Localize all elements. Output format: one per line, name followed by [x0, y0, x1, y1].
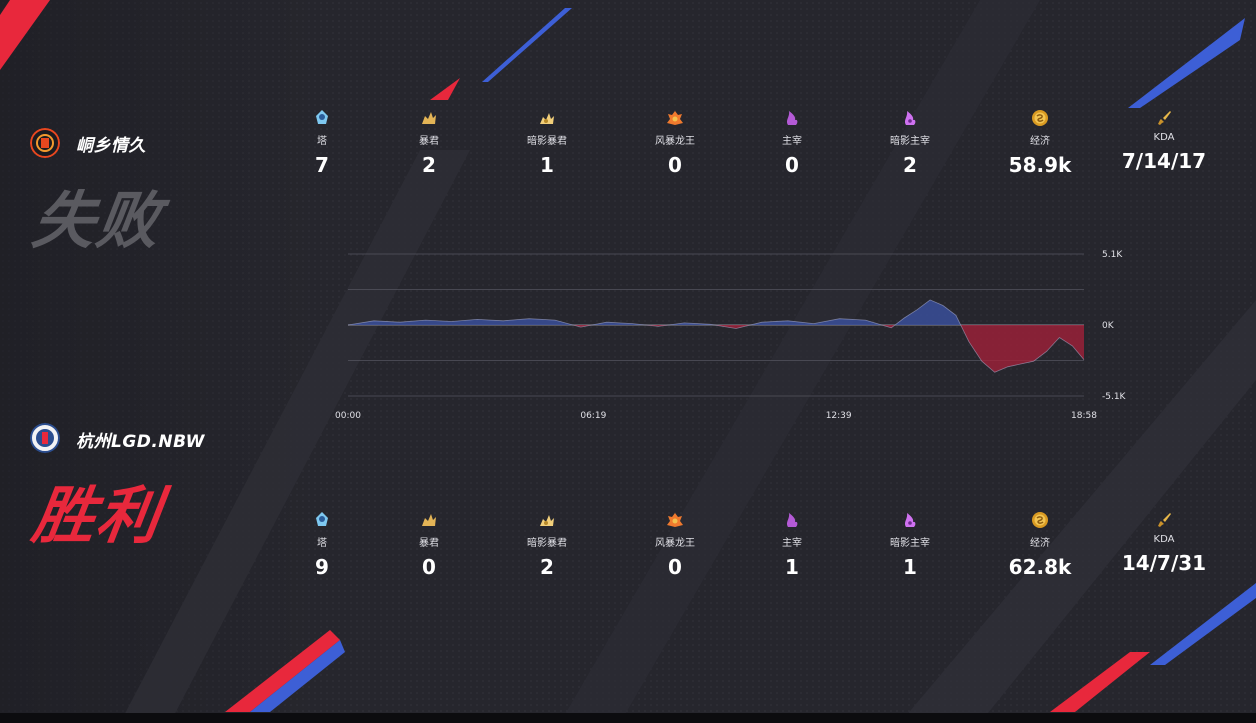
gold-icon — [980, 108, 1100, 128]
overlord-icon — [732, 510, 852, 530]
x-tick-label: 18:58 — [1071, 411, 1097, 421]
tyrant-icon — [369, 510, 489, 530]
stat-label: 经济 — [1030, 538, 1050, 549]
stat-value: 7/14/17 — [1121, 149, 1207, 173]
stat-kda-sword: KDA 14/7/31 — [1104, 510, 1224, 575]
stat-label: 经济 — [1030, 136, 1050, 147]
gold-difference-line — [347, 299, 1085, 373]
stat-label: 暗影主宰 — [890, 538, 930, 549]
stat-tyrant: 暴君 2 — [369, 108, 489, 177]
stat-value: 9 — [315, 555, 329, 579]
red-stripe-small — [430, 78, 460, 100]
blue-stripe-bottom-left — [250, 640, 345, 712]
stat-tyrant: 暴君 0 — [369, 510, 489, 579]
y-tick-label: 0K — [1102, 321, 1115, 331]
stat-shadow-overlord: 暗影主宰 2 — [850, 108, 970, 177]
stat-label: 塔 — [317, 136, 327, 147]
team-name-2: 杭州LGD.NBW — [76, 432, 205, 452]
stat-label: 风暴龙王 — [655, 136, 695, 147]
stat-value: 58.9k — [1008, 153, 1072, 177]
team-result-1: 失败 — [28, 184, 167, 257]
stat-label: 主宰 — [782, 538, 802, 549]
stat-overlord: 主宰 0 — [732, 108, 852, 177]
team-logo-2 — [30, 423, 60, 453]
y-tick-label: -5.1K — [1102, 392, 1127, 402]
stat-label: 暗影暴君 — [527, 538, 567, 549]
red-stripe-top-left — [0, 0, 50, 70]
stat-value: 62.8k — [1008, 555, 1072, 579]
tower-icon — [262, 510, 382, 530]
stat-value: 0 — [668, 153, 682, 177]
stat-value: 14/7/31 — [1121, 551, 1207, 575]
stat-value: 2 — [540, 555, 554, 579]
tower-icon — [262, 108, 382, 128]
kda-sword-icon — [1104, 510, 1224, 530]
shadow-tyrant-icon — [487, 510, 607, 530]
team-1-stats: 塔 7 暴君 2 暗影暴君 1 风暴龙王 0 主宰 0 暗影主宰 2 经济 58.9k KDA 7/14/17 — [262, 108, 1256, 188]
stat-value: 7 — [315, 153, 329, 177]
stat-label: 暴君 — [419, 538, 439, 549]
stat-gold: 经济 62.8k — [980, 510, 1100, 579]
gold-lead-area-team-1 — [348, 325, 1084, 373]
gold-lead-area-team-2 — [348, 299, 1084, 325]
stat-value: 0 — [785, 153, 799, 177]
gold-difference-chart: 5.1K 0K -5.1K 00:00 06:19 12:39 18:58 — [335, 250, 1127, 421]
blue-stripe-bottom-right — [1150, 583, 1256, 665]
red-stripe-bottom-left — [225, 630, 340, 712]
x-tick-label: 12:39 — [826, 411, 852, 421]
gold-icon — [980, 510, 1100, 530]
kda-sword-icon — [1104, 108, 1224, 128]
stat-label: 风暴龙王 — [655, 538, 695, 549]
team-2-stats: 塔 9 暴君 0 暗影暴君 2 风暴龙王 0 主宰 1 暗影主宰 1 经济 62.8k KDA 14/7/31 — [262, 510, 1256, 590]
stat-value: 0 — [668, 555, 682, 579]
stat-label: KDA — [1153, 132, 1175, 143]
stat-label: 暗影暴君 — [527, 136, 567, 147]
stat-storm-dragon: 风暴龙王 0 — [615, 108, 735, 177]
stat-shadow-tyrant: 暗影暴君 1 — [487, 108, 607, 177]
stat-label: 暗影主宰 — [890, 136, 930, 147]
stat-value: 1 — [785, 555, 799, 579]
storm-dragon-icon — [615, 510, 735, 530]
stat-label: 主宰 — [782, 136, 802, 147]
stat-value: 1 — [540, 153, 554, 177]
x-tick-label: 06:19 — [580, 411, 606, 421]
stat-gold: 经济 58.9k — [980, 108, 1100, 177]
stat-label: KDA — [1153, 534, 1175, 545]
stat-label: 塔 — [317, 538, 327, 549]
bottom-bar — [0, 713, 1256, 723]
team-logo-1 — [30, 128, 60, 158]
storm-dragon-icon — [615, 108, 735, 128]
stat-value: 2 — [422, 153, 436, 177]
stat-overlord: 主宰 1 — [732, 510, 852, 579]
stat-shadow-tyrant: 暗影暴君 2 — [487, 510, 607, 579]
stat-shadow-overlord: 暗影主宰 1 — [850, 510, 970, 579]
x-tick-label: 00:00 — [335, 411, 361, 421]
red-stripe-bottom-right — [1050, 652, 1150, 712]
stat-value: 1 — [903, 555, 917, 579]
team-result-2: 胜利 — [28, 479, 167, 552]
shadow-tyrant-icon — [487, 108, 607, 128]
shadow-overlord-icon — [850, 108, 970, 128]
overlord-icon — [732, 108, 852, 128]
stat-kda-sword: KDA 7/14/17 — [1104, 108, 1224, 173]
stat-value: 0 — [422, 555, 436, 579]
y-tick-label: 5.1K — [1102, 250, 1123, 260]
team-name-1: 峒乡情久 — [76, 136, 146, 156]
blue-stripe-top-right — [1128, 18, 1245, 108]
tyrant-icon — [369, 108, 489, 128]
shadow-overlord-icon — [850, 510, 970, 530]
stat-label: 暴君 — [419, 136, 439, 147]
blue-stripe-top — [482, 8, 572, 82]
stat-storm-dragon: 风暴龙王 0 — [615, 510, 735, 579]
stat-value: 2 — [903, 153, 917, 177]
